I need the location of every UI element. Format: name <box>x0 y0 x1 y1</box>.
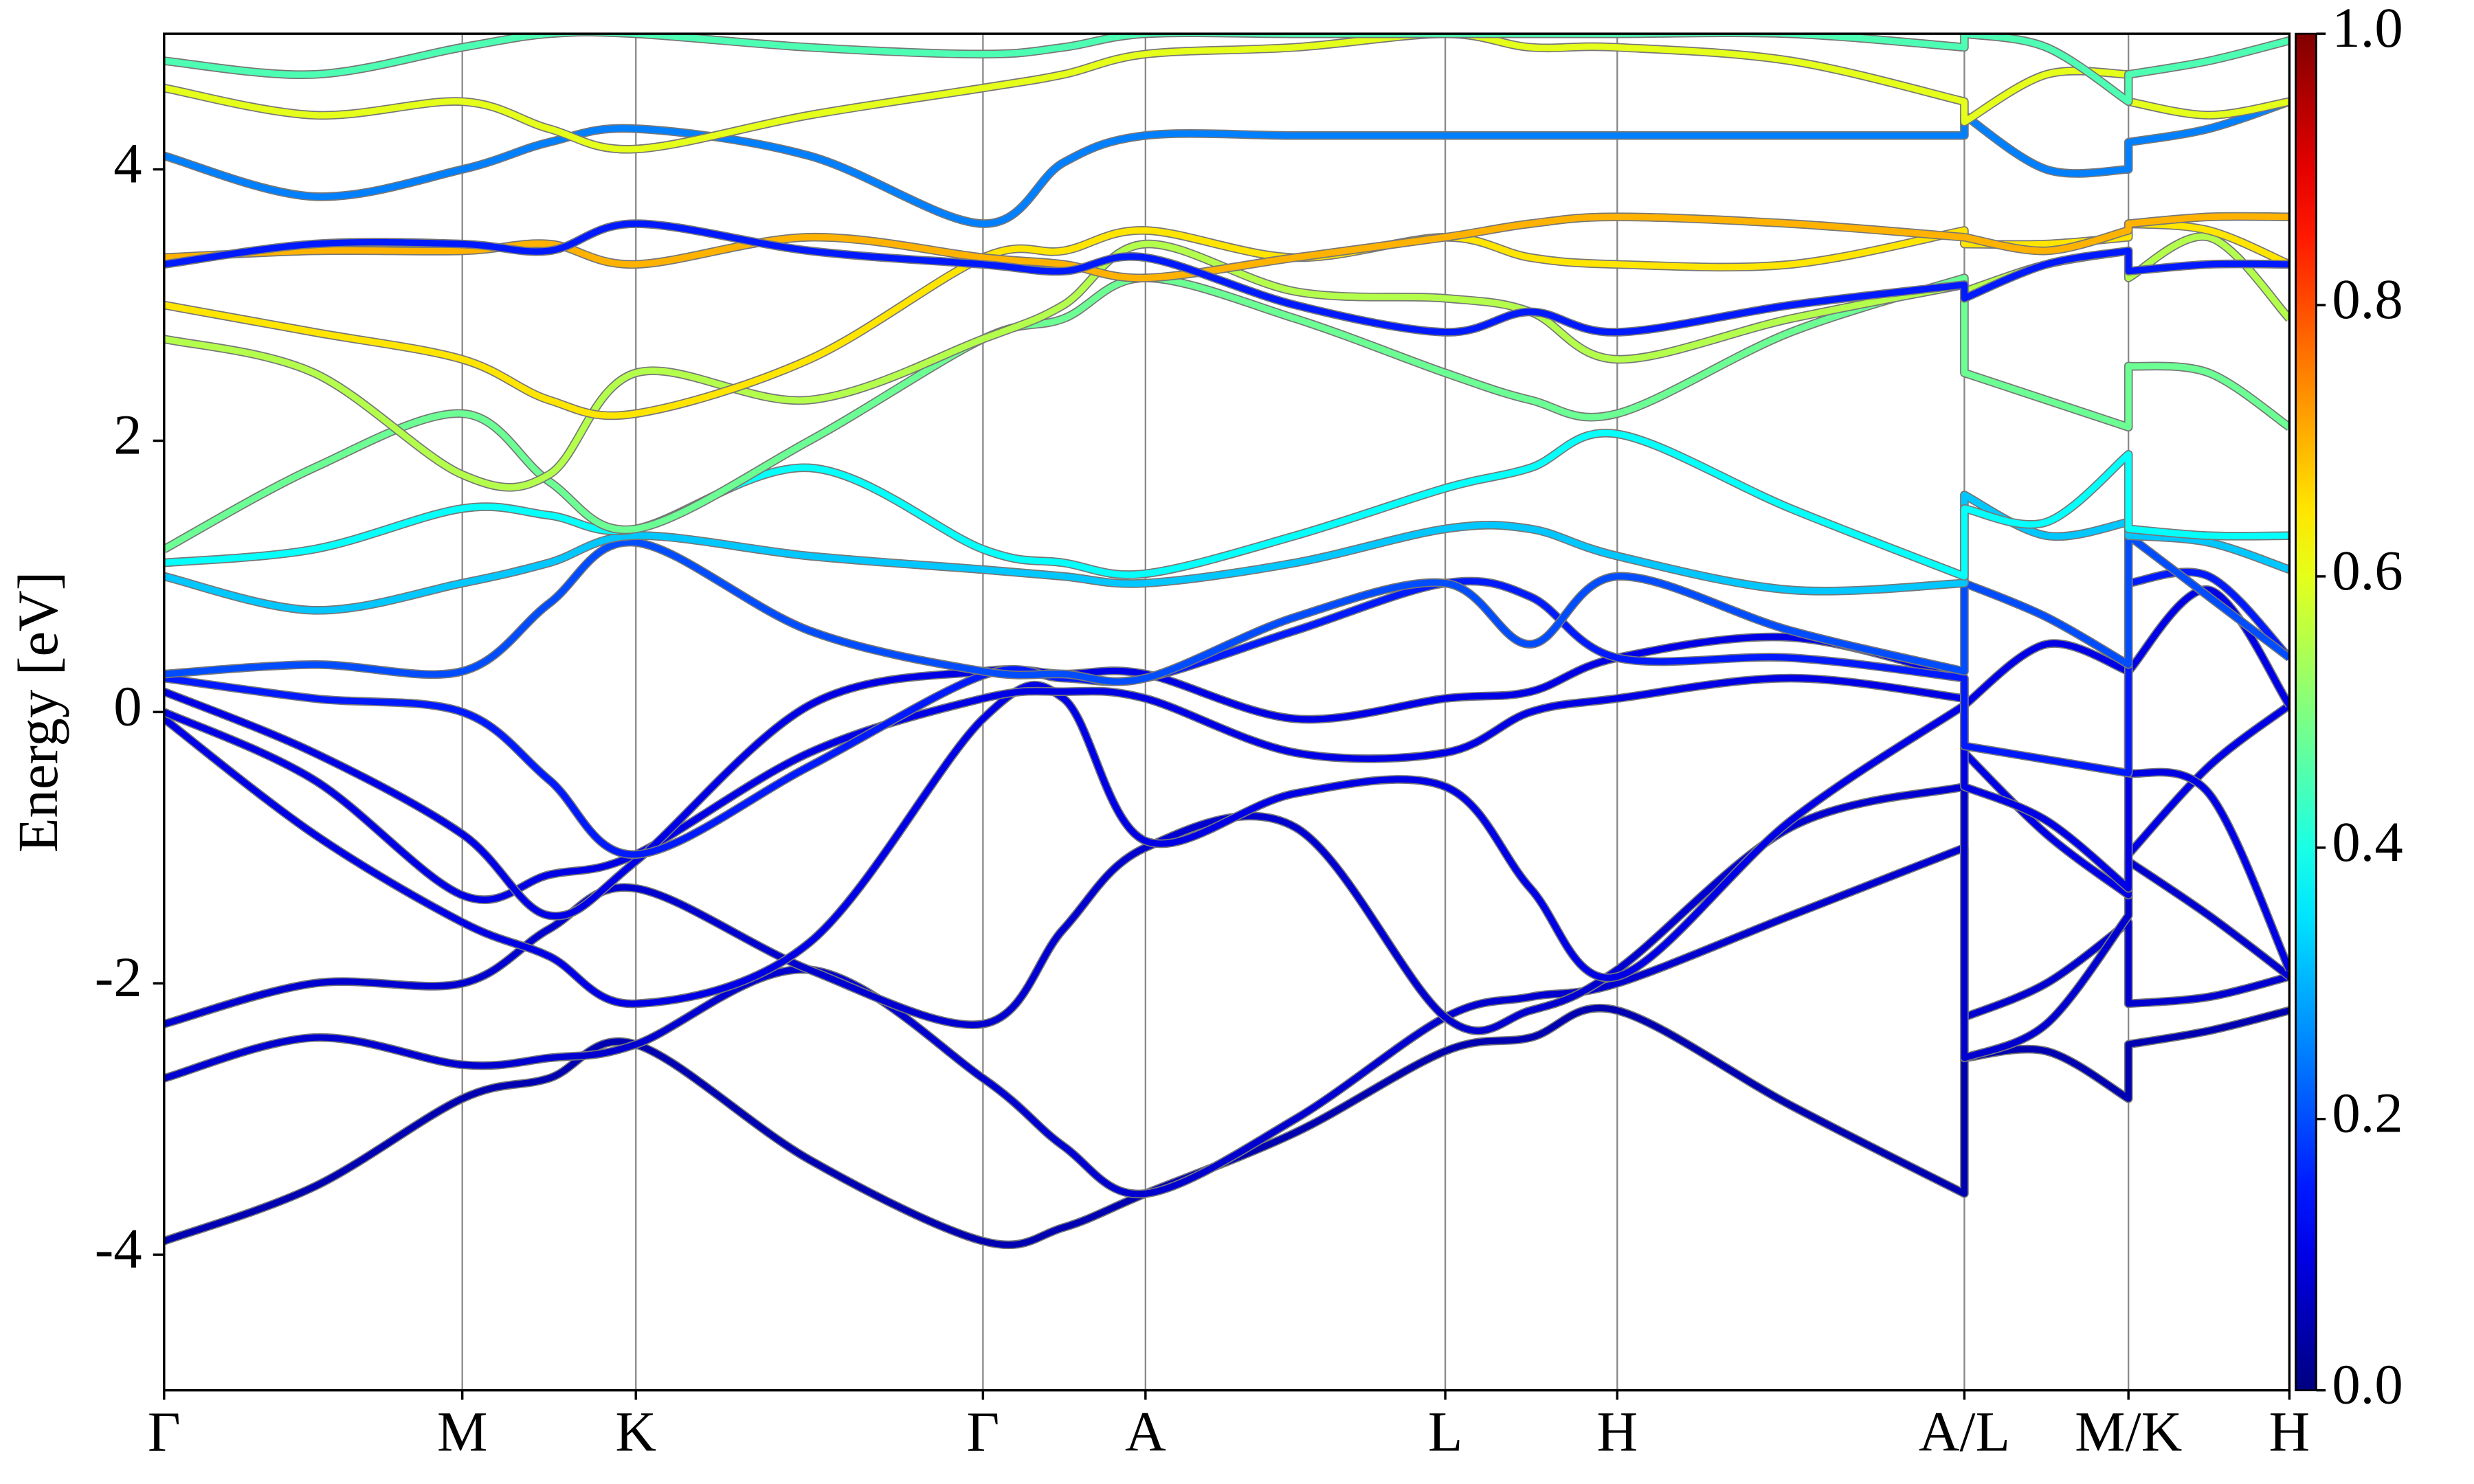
x-tick-label: L <box>1428 1399 1462 1463</box>
x-tick-label: H <box>1596 1399 1638 1463</box>
y-tick-label: 4 <box>113 132 142 195</box>
band <box>164 34 2290 153</box>
band <box>164 532 2290 685</box>
colorbar-tick-label: 0.8 <box>2332 267 2403 330</box>
x-tick-label: K <box>615 1399 656 1463</box>
y-tick-label: 2 <box>113 403 142 466</box>
band <box>164 213 2290 282</box>
band-outline <box>164 232 2290 492</box>
x-tick-label: Γ <box>148 1399 181 1463</box>
band-outline <box>164 1003 2290 1250</box>
colorbar <box>2295 32 2317 1391</box>
band <box>164 1004 2290 1248</box>
x-tick-label: M/K <box>2075 1399 2182 1463</box>
band <box>164 569 2290 858</box>
band <box>164 587 2290 903</box>
colorbar-tick-label: 0.0 <box>2332 1353 2403 1416</box>
y-tick-label: -2 <box>95 945 142 1009</box>
y-tick-label: -4 <box>95 1217 142 1280</box>
colorbar-tick-label: 0.2 <box>2332 1081 2403 1145</box>
band <box>164 274 2290 552</box>
colorbar-tick-label: 1.0 <box>2332 0 2403 59</box>
colorbar-tick-label: 0.4 <box>2332 810 2403 873</box>
y-tick-label: 0 <box>113 674 142 737</box>
x-tick-label: M <box>437 1399 487 1463</box>
x-tick-label: A/L <box>1919 1399 2010 1463</box>
bands <box>164 34 2290 1250</box>
x-tick-label: Γ <box>966 1399 999 1463</box>
band <box>164 220 2290 336</box>
band <box>164 98 2290 227</box>
band <box>164 783 2290 1061</box>
band-outline <box>164 632 2290 972</box>
band <box>164 844 2290 1198</box>
axes: Γ M K Γ A L H A/L M/K H -4 -2 0 2 4 0.0 0.2 0.4 0.6 0.8 1.0 <box>95 0 2403 1463</box>
band <box>164 633 2290 971</box>
x-tick-label: A <box>1125 1399 1166 1463</box>
band <box>164 34 2290 105</box>
band <box>164 429 2290 580</box>
x-tick-label: H <box>2269 1399 2310 1463</box>
colorbar-tick-label: 0.6 <box>2332 539 2403 602</box>
band <box>164 233 2290 491</box>
band-outline <box>164 567 2290 859</box>
y-axis-label: Energy [eV] <box>6 572 69 853</box>
